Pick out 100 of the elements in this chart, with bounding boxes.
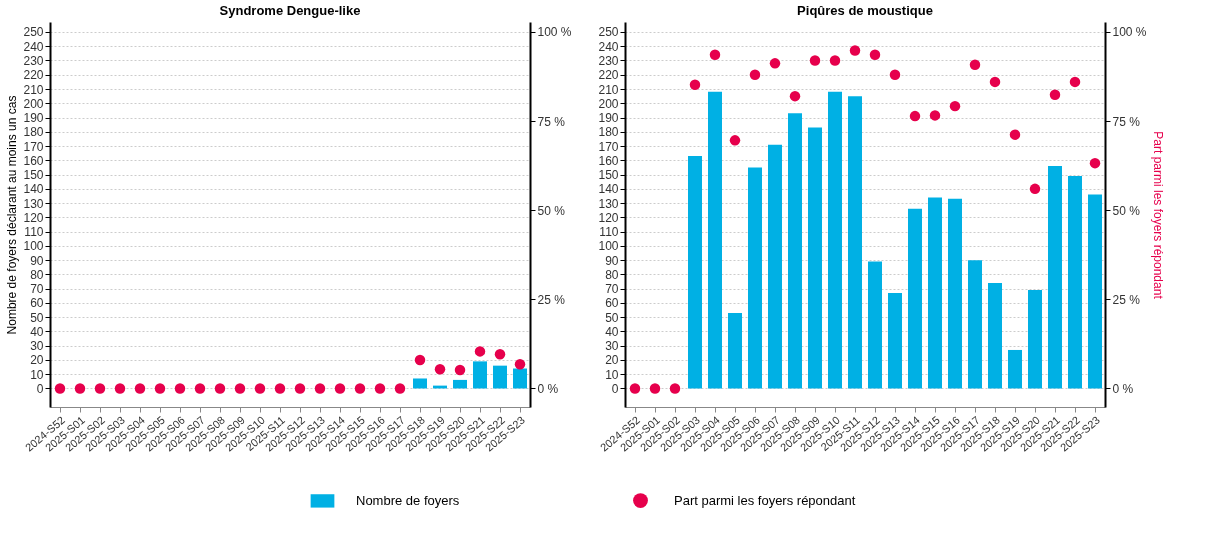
point: [154, 383, 166, 394]
y-tick-label: 160: [23, 153, 44, 168]
y-tick-label: 0: [611, 381, 619, 396]
y2-tick-label: 75 %: [1112, 114, 1141, 129]
y-tick-label: 130: [598, 196, 619, 211]
point: [769, 58, 781, 69]
y2-axis-title: Part parmi les foyers répondant: [1150, 131, 1165, 300]
bar: [908, 208, 922, 389]
point: [114, 383, 126, 394]
point: [689, 79, 701, 90]
point: [869, 49, 881, 61]
bar: [848, 96, 862, 389]
y-tick-label: 200: [598, 96, 619, 111]
bar: [1008, 349, 1022, 389]
point: [829, 55, 841, 66]
point: [94, 383, 106, 394]
y-tick-label: 150: [598, 168, 619, 183]
point: [334, 383, 346, 394]
y-tick-label: 30: [30, 339, 44, 354]
point: [949, 100, 961, 112]
bar: [828, 91, 842, 389]
point: [749, 69, 761, 80]
y-tick-label: 210: [23, 82, 44, 97]
point: [1009, 129, 1021, 140]
point: [729, 135, 741, 146]
y-tick-label: 80: [605, 267, 619, 282]
y-tick-label: 140: [23, 182, 44, 197]
point: [929, 110, 941, 121]
y-tick-label: 190: [598, 111, 619, 126]
y-tick-label: 130: [23, 196, 44, 211]
y-tick-label: 250: [598, 25, 619, 40]
point: [649, 383, 661, 394]
y-tick-label: 140: [598, 182, 619, 197]
y-tick-label: 120: [598, 210, 619, 225]
y-tick-label: 50: [30, 310, 44, 325]
point: [294, 383, 306, 394]
y2-tick-label: 25 %: [1112, 292, 1141, 307]
point: [54, 383, 66, 394]
point: [989, 76, 1001, 88]
y-tick-label: 150: [23, 168, 44, 183]
point: [414, 354, 426, 366]
bar: [928, 197, 942, 389]
point: [629, 383, 641, 394]
bar: [513, 368, 527, 389]
point: [849, 45, 861, 56]
point: [134, 383, 146, 394]
point: [669, 383, 681, 394]
y2-tick-label: 0 %: [1112, 381, 1134, 396]
point: [234, 383, 246, 394]
y-tick-label: 90: [30, 253, 44, 268]
point: [809, 55, 821, 66]
bar: [708, 91, 722, 389]
legend-label: Part parmi les foyers répondant: [674, 492, 856, 508]
bar: [808, 127, 822, 389]
y-tick-label: 240: [598, 39, 619, 54]
bar: [1088, 194, 1102, 389]
y-tick-label: 220: [598, 68, 619, 83]
point: [354, 383, 366, 394]
y-tick-label: 200: [23, 96, 44, 111]
point: [474, 346, 486, 357]
bar: [1068, 176, 1082, 389]
y-tick-label: 0: [36, 381, 44, 396]
bar: [868, 261, 882, 389]
y-tick-label: 220: [23, 68, 44, 83]
bar: [413, 378, 427, 389]
y-tick-label: 30: [605, 339, 619, 354]
point: [374, 383, 386, 394]
point: [314, 383, 326, 394]
point: [889, 69, 901, 80]
y-tick-label: 240: [23, 39, 44, 54]
bar: [473, 361, 487, 389]
bar: [888, 292, 902, 389]
point: [254, 383, 266, 394]
point: [494, 349, 506, 360]
bar: [688, 156, 702, 389]
y-tick-label: 60: [605, 296, 619, 311]
y-axis-title: Nombre de foyers déclarant au moins un cas: [5, 95, 20, 335]
bar: [948, 198, 962, 389]
y-tick-label: 230: [23, 54, 44, 68]
y-tick-label: 10: [30, 367, 44, 382]
point: [194, 383, 206, 394]
bar: [453, 379, 467, 389]
point: [174, 383, 186, 394]
bar: [1048, 166, 1062, 389]
chart-title: Syndrome Dengue-like: [219, 3, 361, 18]
y-tick-label: 180: [598, 125, 619, 140]
y-tick-label: 70: [605, 282, 619, 297]
point: [1089, 157, 1101, 169]
point: [969, 59, 981, 71]
y-tick-label: 250: [23, 25, 44, 40]
y2-tick-label: 50 %: [1112, 203, 1141, 218]
y-tick-label: 60: [30, 296, 44, 311]
chart-title: Piqûres de moustique: [797, 3, 933, 18]
y-tick-label: 180: [23, 125, 44, 140]
point: [909, 110, 921, 122]
bar: [788, 113, 802, 389]
bar: [748, 167, 762, 389]
bar: [493, 365, 507, 389]
y-tick-label: 170: [598, 139, 619, 154]
point: [1069, 76, 1081, 88]
